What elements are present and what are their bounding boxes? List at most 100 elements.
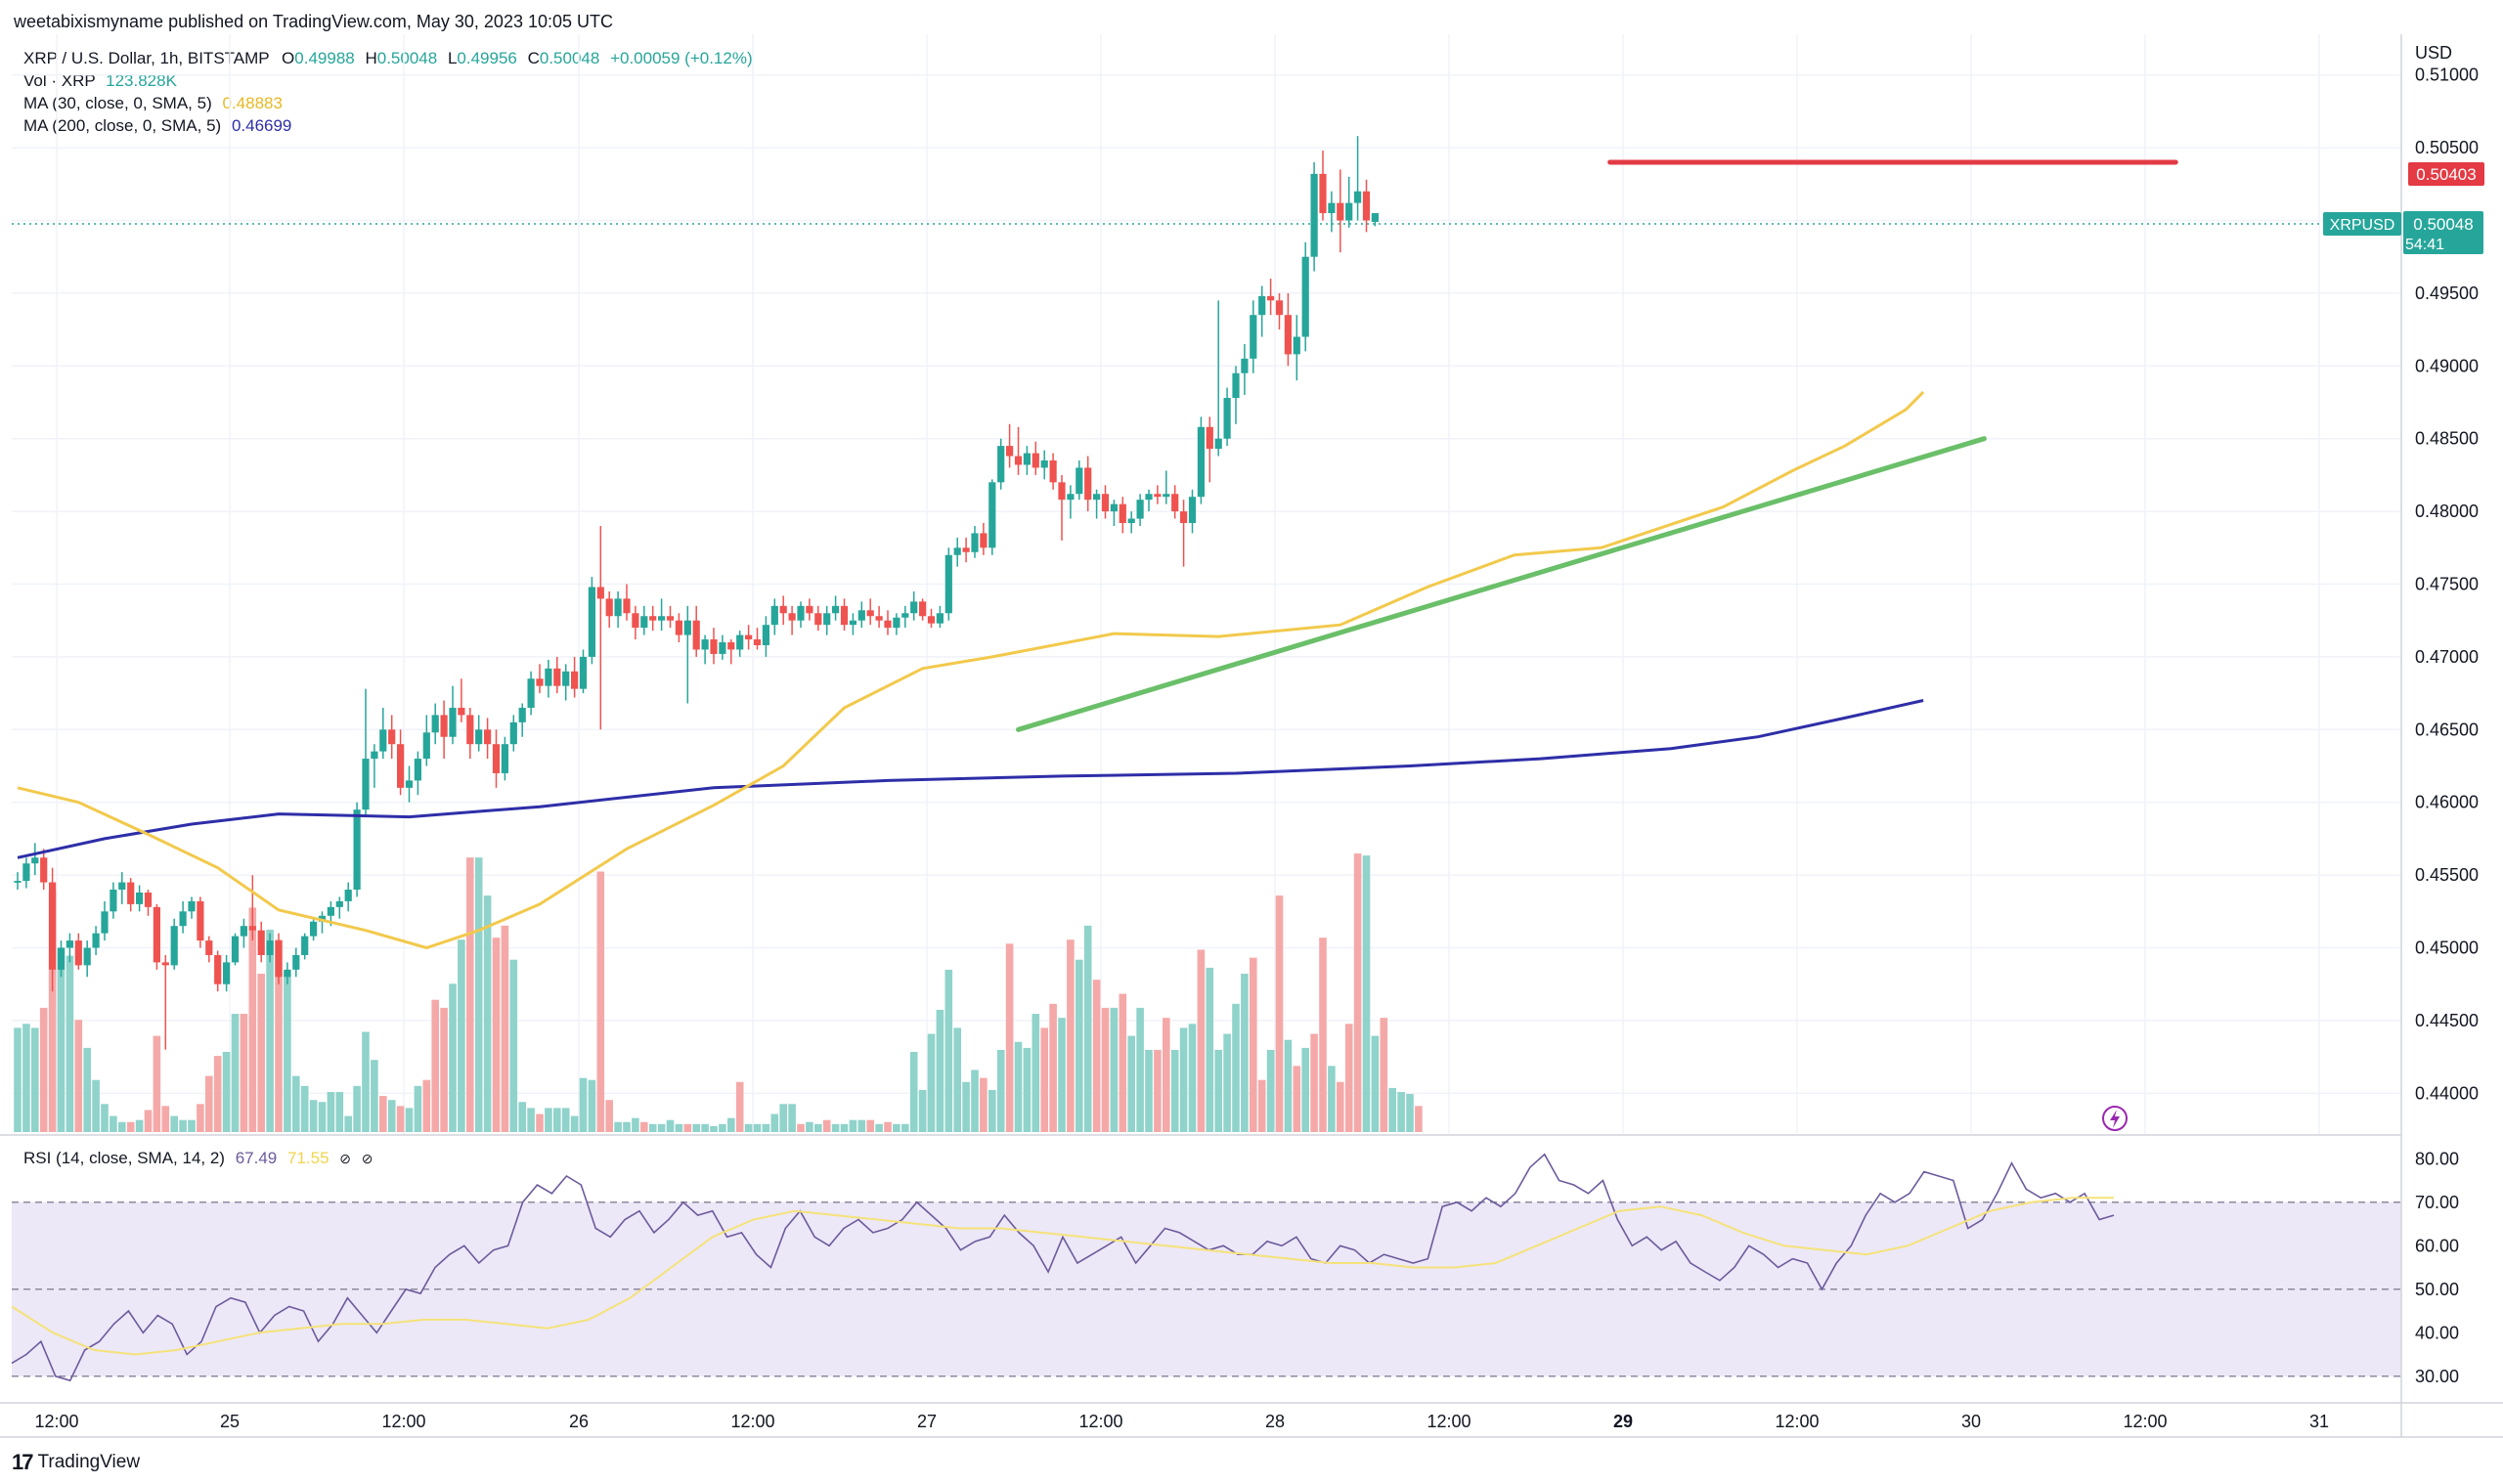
candle [596,525,604,730]
candle-body [1136,500,1144,519]
volume-bar [1241,974,1249,1132]
rsi-legend: RSI (14, close, SMA, 14, 2) 67.49 71.55 … [23,1149,373,1168]
candle-body [327,906,334,916]
candle-body [1023,453,1031,465]
eye-off-icon[interactable]: ⊘ [339,1151,351,1166]
candle [736,631,744,657]
volume-bar [1136,1007,1144,1132]
volume-bar [1092,980,1101,1132]
candle [980,523,988,555]
candle [188,896,196,919]
volume-bar [1049,1003,1057,1132]
volume-bar [909,1052,918,1132]
candle-body [197,900,204,941]
candle-body [901,613,909,618]
candle [440,700,448,760]
volume-bar [492,938,501,1132]
volume-bar [153,1035,161,1132]
tradingview-logo[interactable]: 17 TradingView [12,1450,140,1475]
rsi-tick-label: 70.00 [2415,1193,2459,1212]
candle [388,715,396,760]
candle [405,765,414,803]
candle [136,885,144,912]
volume-bar [1163,1018,1170,1132]
time-tick-label: 12:00 [34,1412,78,1431]
candle [1362,179,1371,233]
candle [692,605,700,657]
candle-body [1197,426,1205,498]
candle [57,940,66,978]
candle [1354,136,1362,221]
volume-bar [1179,1027,1188,1132]
time-tick-label: 12:00 [381,1412,425,1431]
volume-bar [988,1089,996,1132]
candle-body [988,482,996,548]
candle [518,703,526,737]
candle [1101,485,1110,519]
candle-body [536,678,544,686]
candle [257,921,265,963]
candle-body [605,598,613,617]
ma200-legend: MA (200, close, 0, SMA, 5) 0.46699 [23,116,291,136]
time-axis[interactable]: 12:00 25 12:00 26 12:00 27 12:00 28 12:00 29 12:00… [34,1412,2329,1431]
candle [701,634,709,665]
price-axis[interactable]: USD0.510000.505000.500000.495000.490000.… [2415,43,2479,1103]
rsi-axis[interactable]: 80.00 70.00 60.00 50.00 40.00 30.00 [2415,1149,2459,1386]
volume-bar [1119,993,1127,1132]
volume-bar [831,1123,840,1132]
candle-body [788,613,796,621]
candle-body [1154,494,1162,498]
volume-bar [257,974,265,1132]
volume-bar [231,1014,240,1132]
volume-bar [1328,1066,1336,1132]
candle [875,605,883,629]
candle-body [944,554,952,614]
eye-off-icon[interactable]: ⊘ [361,1151,373,1166]
candle [553,656,561,694]
volume-bar [161,1106,170,1132]
volume-bar [1310,1033,1318,1132]
candle-body [727,642,735,650]
volume-bar [1284,1039,1293,1132]
candle-body [753,639,762,645]
candle-body [57,947,66,970]
candle-body [484,729,492,745]
candle [1110,500,1118,526]
candle [40,849,48,890]
volume-bar [110,1115,117,1132]
candle-body [797,605,805,621]
candle-body [857,610,865,621]
candle-body [1101,494,1110,512]
trendlines[interactable] [1016,159,2178,732]
candle [1040,450,1048,480]
candle [901,605,909,629]
candle-body [518,707,526,722]
candle-body [1058,482,1066,501]
volume-bar [1337,1081,1344,1132]
candle-body [92,933,100,948]
volume-bar [205,1075,213,1132]
volume-bar [1170,1049,1179,1132]
candle [884,610,892,635]
candle [379,707,387,760]
candle-body [144,892,153,907]
candle-body [110,890,117,912]
volume-bar [980,1077,988,1132]
candle [536,664,544,694]
candle-body [719,642,726,654]
candle-body [736,634,744,650]
candle [353,802,361,897]
lightning-badge-icon[interactable] [2102,1106,2128,1131]
volume-bar [318,1102,327,1132]
volume-bar [101,1104,109,1132]
candle [988,479,996,555]
candle-body [832,605,840,614]
volume-bar [996,1049,1005,1132]
candle-body [353,809,361,890]
candle [1154,485,1162,504]
volume-bar [822,1119,831,1132]
candle-body [1040,460,1048,468]
candle-body [1006,446,1014,457]
candle [1032,441,1039,475]
